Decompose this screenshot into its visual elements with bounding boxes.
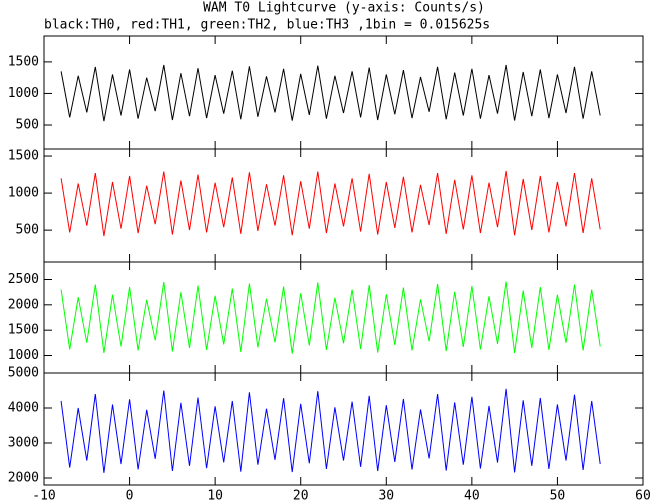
y-tick-label: 1000 (8, 348, 39, 363)
panel-frame (43, 372, 644, 486)
x-tick-label: -10 (32, 489, 55, 504)
y-tick-label: 1000 (8, 186, 39, 201)
x-tick-label: 50 (550, 489, 566, 504)
x-tick-label: 30 (378, 489, 394, 504)
y-tick-label: 500 (16, 118, 39, 133)
y-tick-label: 1500 (8, 323, 39, 338)
y-tick-label: 1000 (8, 86, 39, 101)
light-curve (60, 170, 601, 237)
y-tick-label: 4000 (8, 401, 39, 416)
chart-subtitle: black:TH0, red:TH1, green:TH2, blue:TH3 … (44, 18, 490, 33)
y-tick-label: 500 (16, 223, 39, 238)
y-tick-label: 3000 (8, 436, 39, 451)
light-curve (60, 388, 601, 473)
x-tick-label: 0 (126, 489, 134, 504)
y-tick-label: 1500 (8, 54, 39, 69)
light-curve (60, 281, 601, 354)
x-tick-label: 10 (207, 489, 223, 504)
y-tick-label: 5000 (8, 366, 39, 381)
y-tick-label: 2000 (8, 471, 39, 486)
y-tick-label: 1500 (8, 149, 39, 164)
y-tick-label: 2000 (8, 297, 39, 312)
x-tick-label: 40 (464, 489, 480, 504)
y-tick-label: 2500 (8, 272, 39, 287)
x-tick-label: 20 (293, 489, 309, 504)
x-tick-label: 60 (635, 489, 651, 504)
chart-title: WAM T0 Lightcurve (y-axis: Counts/s) (203, 1, 485, 16)
light-curve (60, 64, 601, 122)
